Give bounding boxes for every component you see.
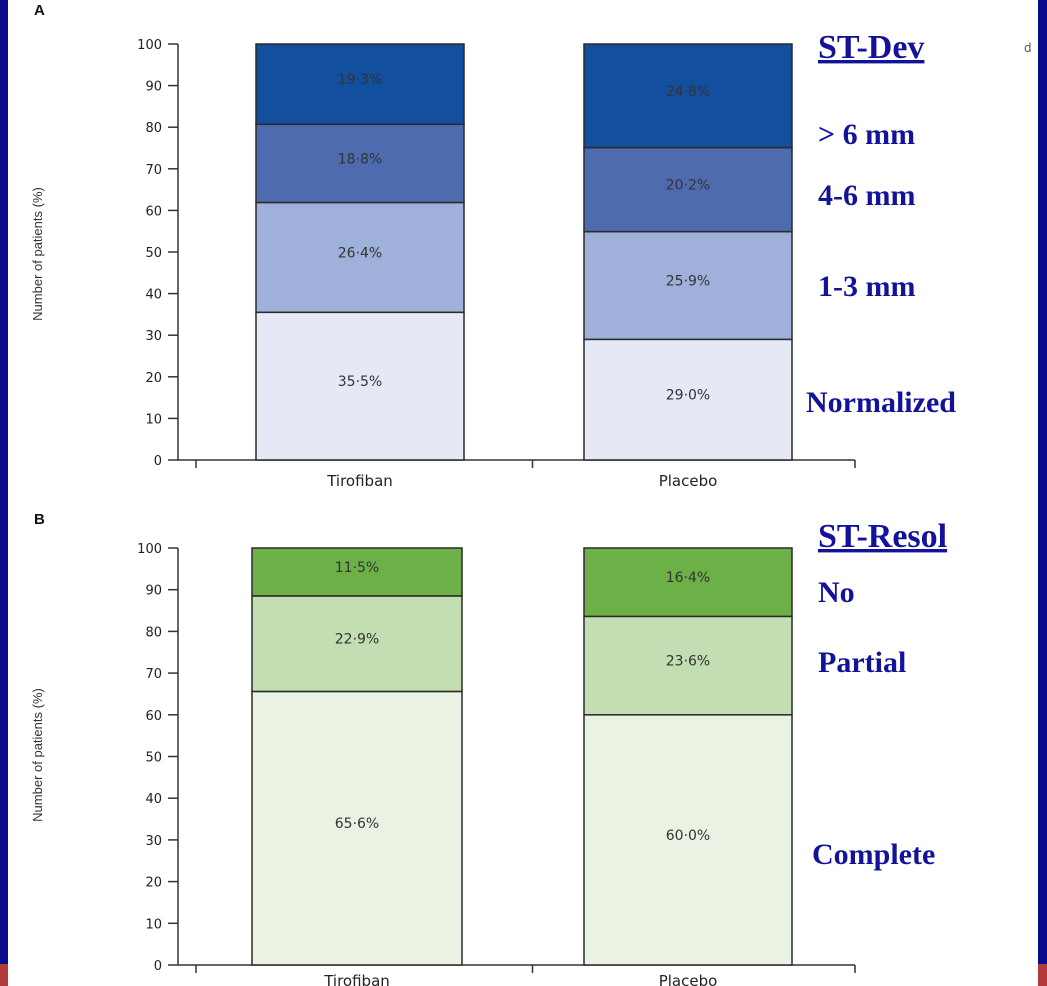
bar-segment [583,615,793,716]
y-tick-label: 100 [137,542,162,557]
bar-segment [583,43,793,149]
y-tick-label: 10 [145,412,162,427]
y-tick-label: 60 [145,204,162,219]
y-tick-label: 30 [145,329,162,344]
y-tick-label: 20 [145,876,162,891]
panel-a-label: A [34,2,45,19]
y-tick-label: 70 [145,667,162,682]
bar-segment [583,714,793,966]
bar-segment [251,547,463,597]
bar-segment [583,338,793,461]
legend-b-title: ST-Resol [818,518,947,555]
data-label: 20·2% [666,178,710,194]
bar-segment [255,43,465,126]
y-tick-label: 40 [145,288,162,303]
y-tick-label: 0 [154,454,162,469]
bar-segment [583,547,793,618]
legend-b-partial: Partial [818,646,906,679]
y-tick-label: 70 [145,163,162,178]
data-label: 19·3% [338,72,382,88]
y-tick-label: 30 [145,834,162,849]
data-label: 22·9% [335,632,379,648]
bar-segment [255,201,465,314]
legend-a-title: ST-Dev [818,29,924,66]
category-label: Placebo [659,972,718,986]
category-label: Tirofiban [323,972,390,986]
data-label: 26·4% [338,245,382,261]
data-label: 16·4% [666,570,710,586]
panel-b-label: B [34,511,45,528]
y-tick-label: 80 [145,121,162,136]
legend-b-no: No [818,576,855,609]
category-label: Tirofiban [326,472,393,490]
data-label: 60·0% [666,828,710,844]
y-tick-label: 40 [145,792,162,807]
legend-b-complete: Complete [812,838,935,871]
y-tick-label: 90 [145,80,162,95]
figure-panel [8,0,1038,986]
data-label: 25·9% [666,273,710,289]
bar-segment [255,123,465,204]
legend-a-normalized: Normalized [806,386,956,419]
bar-segment [583,230,793,341]
data-label: 24·8% [666,84,710,100]
y-tick-label: 50 [145,751,162,766]
chart-a: 0 10 20 30 40 50 60 70 80 90 100 35·5% 26·4% 18·8% 19·… [137,38,856,490]
legend-a-4-6mm: 4-6 mm [818,179,915,212]
data-label: 18·8% [338,151,382,167]
chart-b: 0 10 20 30 40 50 60 70 80 90 100 65·6% 22·9% 11·5% Tir… [137,542,856,986]
panel-b-ylabel: Number of patients (%) [30,688,45,822]
y-tick-label: 100 [137,38,162,53]
bar-segment [251,690,463,966]
data-label: 23·6% [666,654,710,670]
y-tick-label: 60 [145,709,162,724]
y-tick-label: 50 [145,246,162,261]
data-label: 29·0% [666,388,710,404]
y-tick-label: 0 [154,959,162,974]
edge-strip-left [0,964,8,986]
y-tick-label: 10 [145,917,162,932]
legend-a-1-3mm: 1-3 mm [818,270,915,303]
data-label: 65·6% [335,816,379,832]
y-tick-label: 80 [145,625,162,640]
legend-a-gt6mm: > 6 mm [818,118,915,151]
bar-segment [251,595,463,693]
y-tick-label: 20 [145,371,162,386]
bar-segment [583,146,793,233]
data-label: 11·5% [335,560,379,576]
bar-segment [255,311,465,461]
stray-glyph: d [1024,41,1032,55]
panel-a-ylabel: Number of patients (%) [30,187,45,321]
edge-strip-right [1038,964,1047,986]
category-label: Placebo [659,472,718,490]
y-tick-label: 90 [145,584,162,599]
data-label: 35·5% [338,374,382,390]
